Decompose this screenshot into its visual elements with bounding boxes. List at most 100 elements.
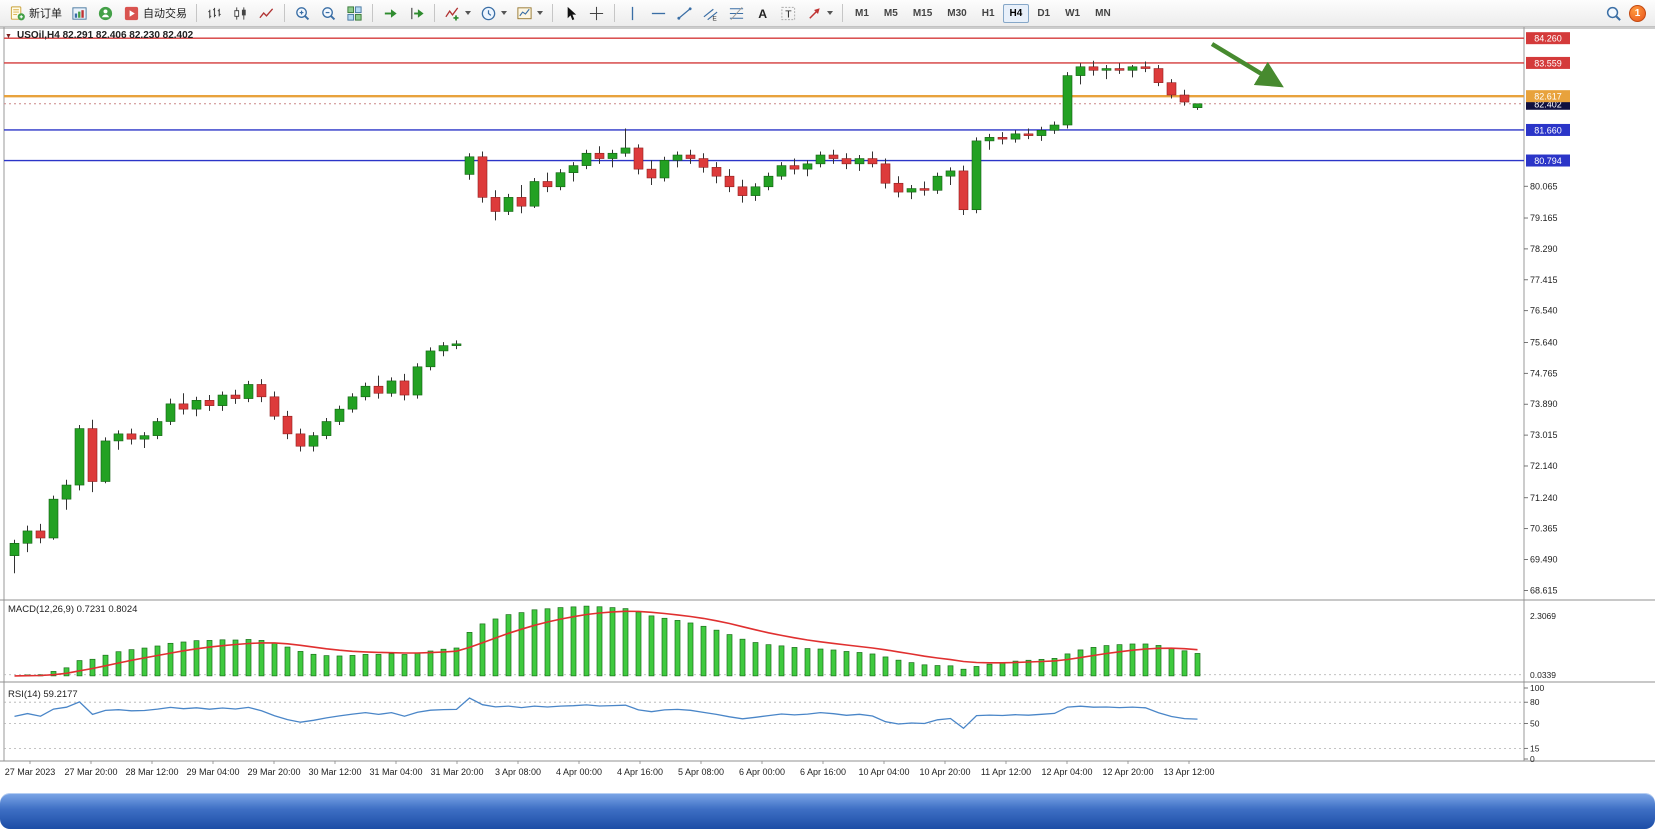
chart-shift-button[interactable] xyxy=(404,2,429,24)
svg-text:77.415: 77.415 xyxy=(1530,275,1558,285)
crosshair-button[interactable] xyxy=(584,2,609,24)
rsi-label: RSI(14) 59.2177 xyxy=(8,689,78,700)
tile-windows-button[interactable] xyxy=(342,2,367,24)
charts-icon xyxy=(71,5,88,22)
svg-text:71.240: 71.240 xyxy=(1530,493,1558,503)
timeframe-w1[interactable]: W1 xyxy=(1065,7,1081,19)
price-level-line[interactable]: 80.794 xyxy=(4,154,1570,167)
timeframe-m5[interactable]: M5 xyxy=(883,7,898,19)
timeframe-d1[interactable]: D1 xyxy=(1037,7,1051,19)
chart-line-button[interactable] xyxy=(254,2,279,24)
svg-text:30 Mar 12:00: 30 Mar 12:00 xyxy=(308,767,361,777)
svg-text:69.490: 69.490 xyxy=(1530,555,1558,565)
text-button[interactable]: A xyxy=(750,2,775,24)
timeframe-m30[interactable]: M30 xyxy=(947,7,967,19)
charts-window-button[interactable] xyxy=(67,2,92,24)
templates-button[interactable] xyxy=(512,2,547,24)
macd-label: MACD(12,26,9) 0.7231 0.8024 xyxy=(8,604,137,615)
arrow-tool-icon xyxy=(806,5,823,22)
bars-icon xyxy=(206,5,223,22)
zoom-out-icon xyxy=(320,5,337,22)
crosshair-icon xyxy=(588,5,605,22)
timeframe-h4[interactable]: H4 xyxy=(1002,3,1030,23)
svg-text:3 Apr 08:00: 3 Apr 08:00 xyxy=(495,767,541,777)
line-icon xyxy=(258,5,275,22)
price-level-line[interactable]: 84.260 xyxy=(4,32,1570,45)
svg-text:5 Apr 08:00: 5 Apr 08:00 xyxy=(678,767,724,777)
timeframe-m15[interactable]: M15 xyxy=(912,7,933,19)
price-axis[interactable]: 80.065 79.165 78.290 77.415 76.540 75.640 74.7… xyxy=(1524,181,1558,595)
svg-text:100: 100 xyxy=(1530,683,1544,693)
vertical-line-button[interactable] xyxy=(620,2,645,24)
svg-text:79.165: 79.165 xyxy=(1530,213,1558,223)
toolbar-separator xyxy=(434,4,435,22)
arrows-button[interactable] xyxy=(802,2,837,24)
chart-bars-button[interactable] xyxy=(202,2,227,24)
chevron-down-icon xyxy=(537,11,543,15)
template-icon xyxy=(516,5,533,22)
svg-text:81.660: 81.660 xyxy=(1534,125,1562,135)
new-order-icon xyxy=(9,5,26,22)
svg-text:31 Mar 04:00: 31 Mar 04:00 xyxy=(369,767,422,777)
svg-text:72.140: 72.140 xyxy=(1530,461,1558,471)
svg-text:84.260: 84.260 xyxy=(1534,34,1562,44)
cursor-icon xyxy=(562,5,579,22)
svg-text:A: A xyxy=(758,7,767,21)
toolbar-separator xyxy=(614,4,615,22)
svg-text:73.015: 73.015 xyxy=(1530,430,1558,440)
equidistant-channel-button[interactable]: E xyxy=(698,2,723,24)
svg-text:29 Mar 20:00: 29 Mar 20:00 xyxy=(247,767,300,777)
toolbar-right-area: 1 xyxy=(1605,4,1650,22)
svg-text:31 Mar 20:00: 31 Mar 20:00 xyxy=(430,767,483,777)
text-label-button[interactable]: T xyxy=(776,2,801,24)
candles xyxy=(9,60,1203,574)
svg-text:80: 80 xyxy=(1530,697,1540,707)
svg-text:0.0339: 0.0339 xyxy=(1530,670,1556,680)
svg-text:82.617: 82.617 xyxy=(1534,92,1562,102)
svg-text:78.290: 78.290 xyxy=(1530,244,1558,254)
svg-text:28 Mar 12:00: 28 Mar 12:00 xyxy=(125,767,178,777)
new-order-label: 新订单 xyxy=(29,8,62,20)
periods-button[interactable] xyxy=(476,2,511,24)
zoom-out-button[interactable] xyxy=(316,2,341,24)
toolbar-separator xyxy=(552,4,553,22)
svg-text:80.794: 80.794 xyxy=(1534,156,1562,166)
search-icon[interactable] xyxy=(1605,5,1622,22)
fibonacci-button[interactable] xyxy=(724,2,749,24)
price-level-line[interactable]: 82.617 xyxy=(4,90,1570,103)
chart-area[interactable]: 82.402 84.260 83.559 82.617 81.660 80.794 80.0… xyxy=(0,27,1655,784)
new-order-button[interactable]: 新订单 xyxy=(5,2,66,24)
cursor-button[interactable] xyxy=(558,2,583,24)
svg-text:80.065: 80.065 xyxy=(1530,181,1558,191)
auto-scroll-button[interactable] xyxy=(378,2,403,24)
auto-trading-button[interactable]: 自动交易 xyxy=(119,2,191,24)
fibo-icon xyxy=(728,5,745,22)
svg-text:83.559: 83.559 xyxy=(1534,58,1562,68)
trend-arrow-annotation[interactable] xyxy=(1210,42,1284,88)
timeframe-mn[interactable]: MN xyxy=(1095,7,1111,19)
indicators-icon xyxy=(444,5,461,22)
timeframe-m1[interactable]: M1 xyxy=(855,7,869,19)
zoom-in-icon xyxy=(294,5,311,22)
zoom-in-button[interactable] xyxy=(290,2,315,24)
text-t-icon: T xyxy=(780,5,797,22)
svg-text:12 Apr 20:00: 12 Apr 20:00 xyxy=(1102,767,1153,777)
trendline-button[interactable] xyxy=(672,2,697,24)
toolbar: 新订单 自动交易 E A T M1 M5 M15 M30 H1 H4 D1 W1 MN 1 xyxy=(0,0,1655,27)
toolbar-separator xyxy=(196,4,197,22)
rsi-indicator: RSI(14) 59.2177 100 80 50 150 xyxy=(4,683,1544,764)
svg-text:76.540: 76.540 xyxy=(1530,306,1558,316)
svg-text:73.890: 73.890 xyxy=(1530,399,1558,409)
chart-candles-button[interactable] xyxy=(228,2,253,24)
price-level-line[interactable]: 83.559 xyxy=(4,56,1570,69)
community-button[interactable] xyxy=(93,2,118,24)
time-axis[interactable]: 27 Mar 2023 27 Mar 20:00 28 Mar 12:00 29 Ma… xyxy=(5,761,1215,777)
price-level-line[interactable]: 81.660 xyxy=(4,123,1570,136)
notification-badge[interactable]: 1 xyxy=(1629,4,1646,22)
horizontal-line-button[interactable] xyxy=(646,2,671,24)
indicators-button[interactable] xyxy=(440,2,475,24)
grid-icon xyxy=(346,5,363,22)
svg-text:10 Apr 20:00: 10 Apr 20:00 xyxy=(919,767,970,777)
timeframe-h1[interactable]: H1 xyxy=(981,7,995,19)
svg-text:6 Apr 16:00: 6 Apr 16:00 xyxy=(800,767,846,777)
